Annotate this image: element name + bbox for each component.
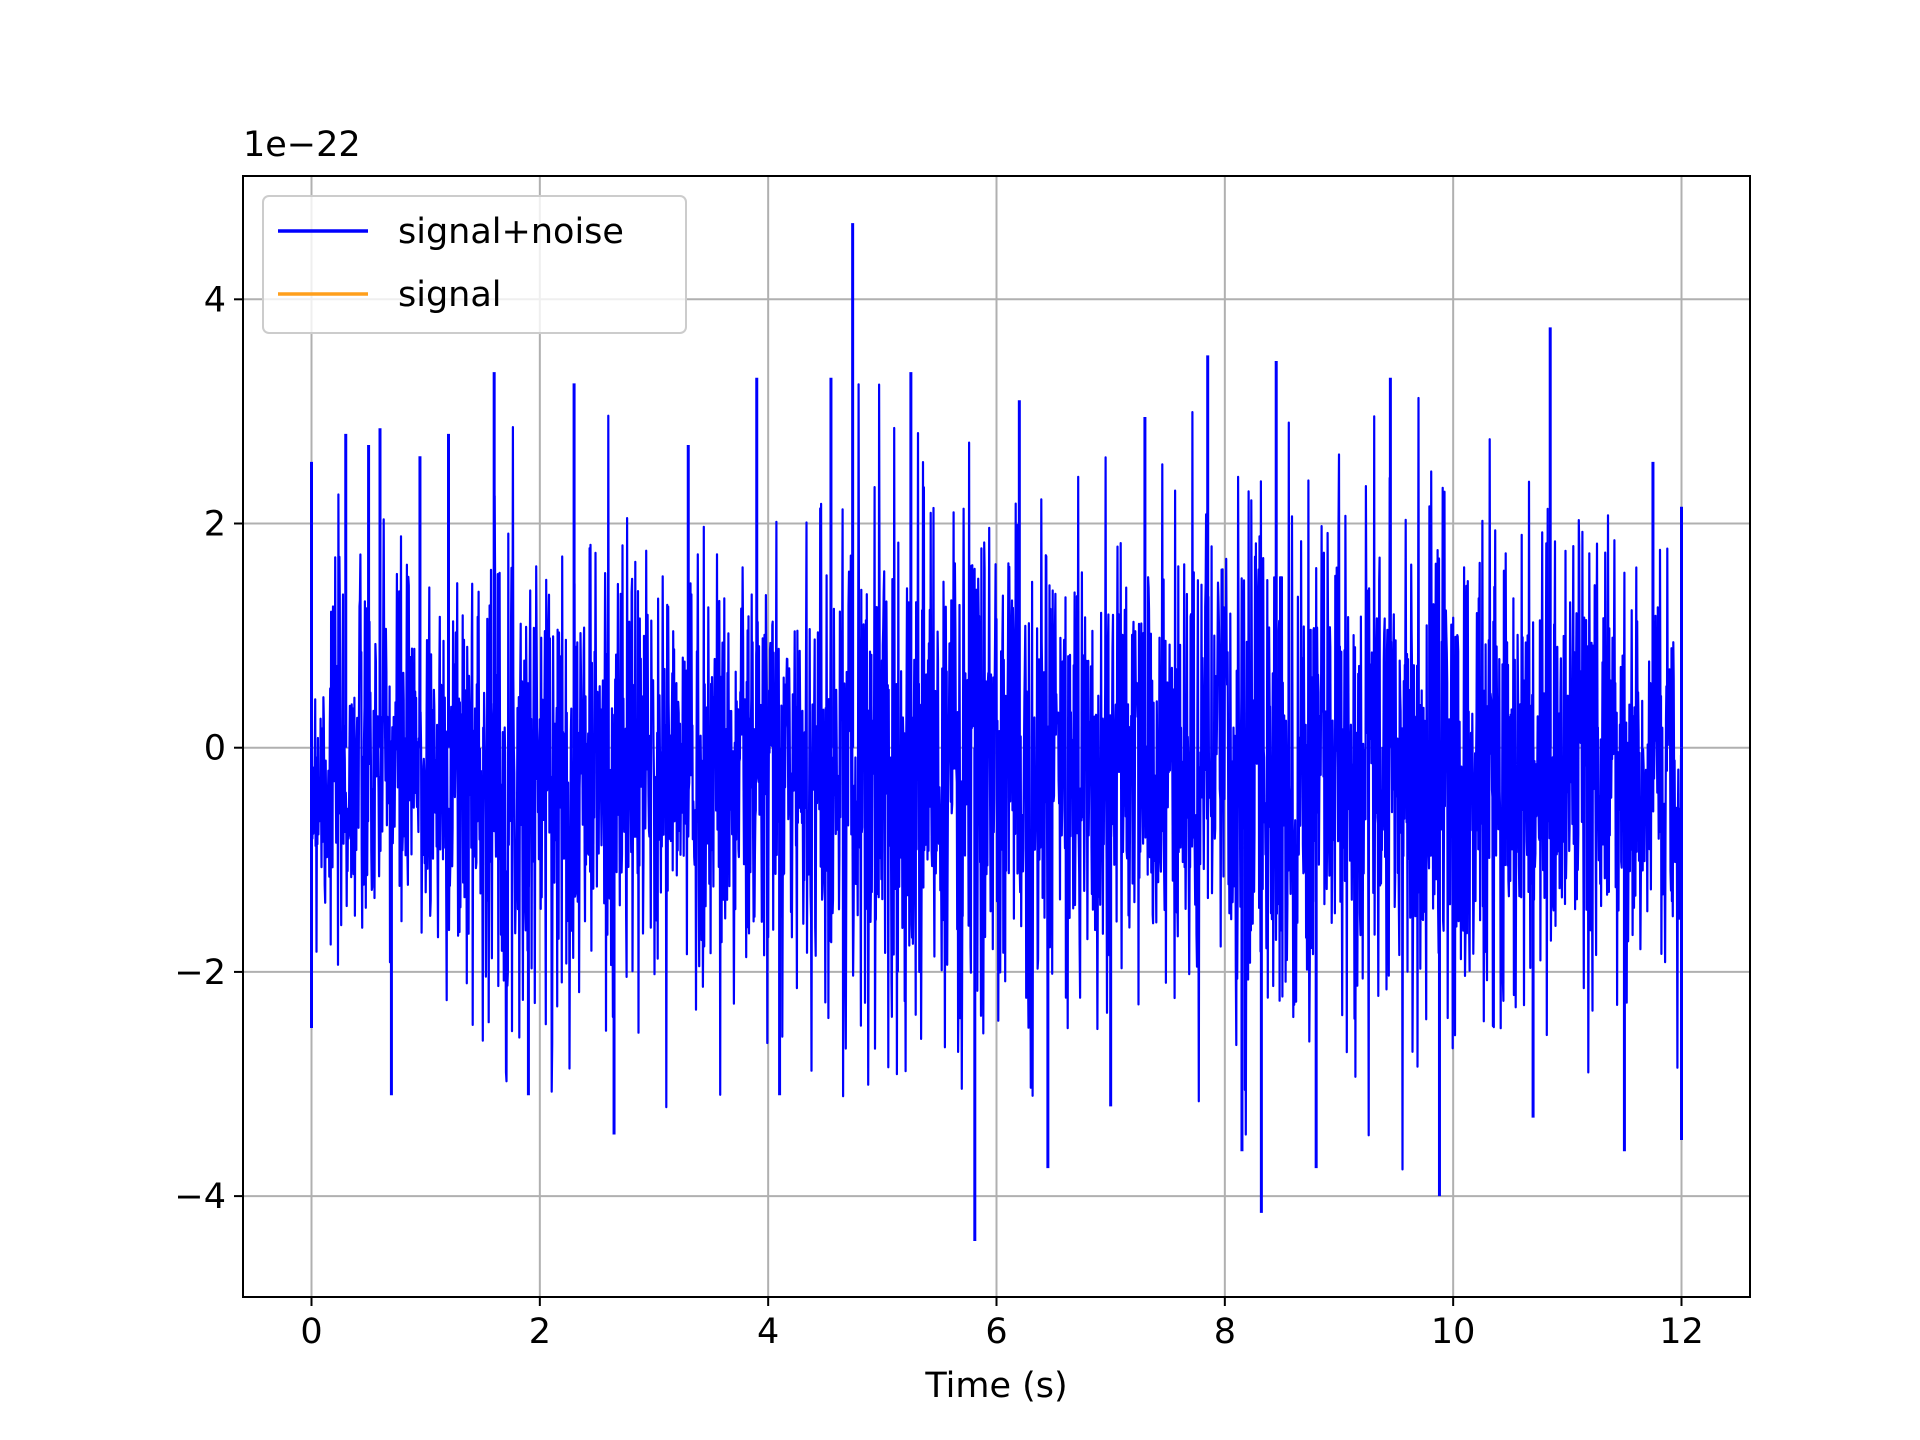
y-tick-label: 2: [204, 505, 226, 545]
x-tick-label: 8: [1214, 1312, 1236, 1352]
x-tick-label: 4: [757, 1312, 779, 1352]
y-offset-label: 1e−22: [243, 125, 361, 165]
x-tick-label: 10: [1431, 1312, 1476, 1352]
legend-box: [262, 195, 687, 334]
y-tick-label: −4: [174, 1177, 226, 1217]
legend-label: signal: [398, 275, 502, 315]
x-tick-label: 2: [529, 1312, 551, 1352]
y-tick-label: −2: [174, 953, 226, 993]
ticks: 0 2 4 6 8 10 12 −4 −2 0 2 4: [174, 280, 1703, 1352]
plot-area: [310, 223, 1683, 1241]
signal-noise-line: [310, 383, 1683, 1171]
y-tick-label: 0: [204, 729, 226, 769]
x-tick-label: 12: [1659, 1312, 1704, 1352]
x-tick-label: 0: [300, 1312, 322, 1352]
x-tick-label: 6: [985, 1312, 1007, 1352]
y-tick-label: 4: [204, 280, 226, 320]
legend: signal+noise signal: [262, 195, 687, 334]
x-axis-label: Time (s): [924, 1366, 1067, 1406]
legend-label: signal+noise: [398, 212, 624, 252]
